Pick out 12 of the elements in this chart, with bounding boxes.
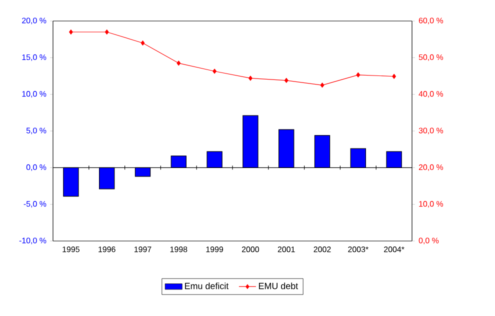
point bbox=[212, 68, 216, 74]
point bbox=[392, 74, 396, 79]
point bbox=[356, 72, 360, 78]
point bbox=[140, 40, 145, 46]
point bbox=[104, 30, 109, 34]
point bbox=[176, 60, 181, 66]
point bbox=[248, 76, 252, 81]
legend-label: Emu deficit bbox=[185, 282, 229, 290]
point bbox=[284, 78, 288, 83]
legend-label: EMU debt bbox=[258, 282, 298, 290]
point bbox=[320, 82, 324, 88]
point bbox=[69, 30, 73, 34]
